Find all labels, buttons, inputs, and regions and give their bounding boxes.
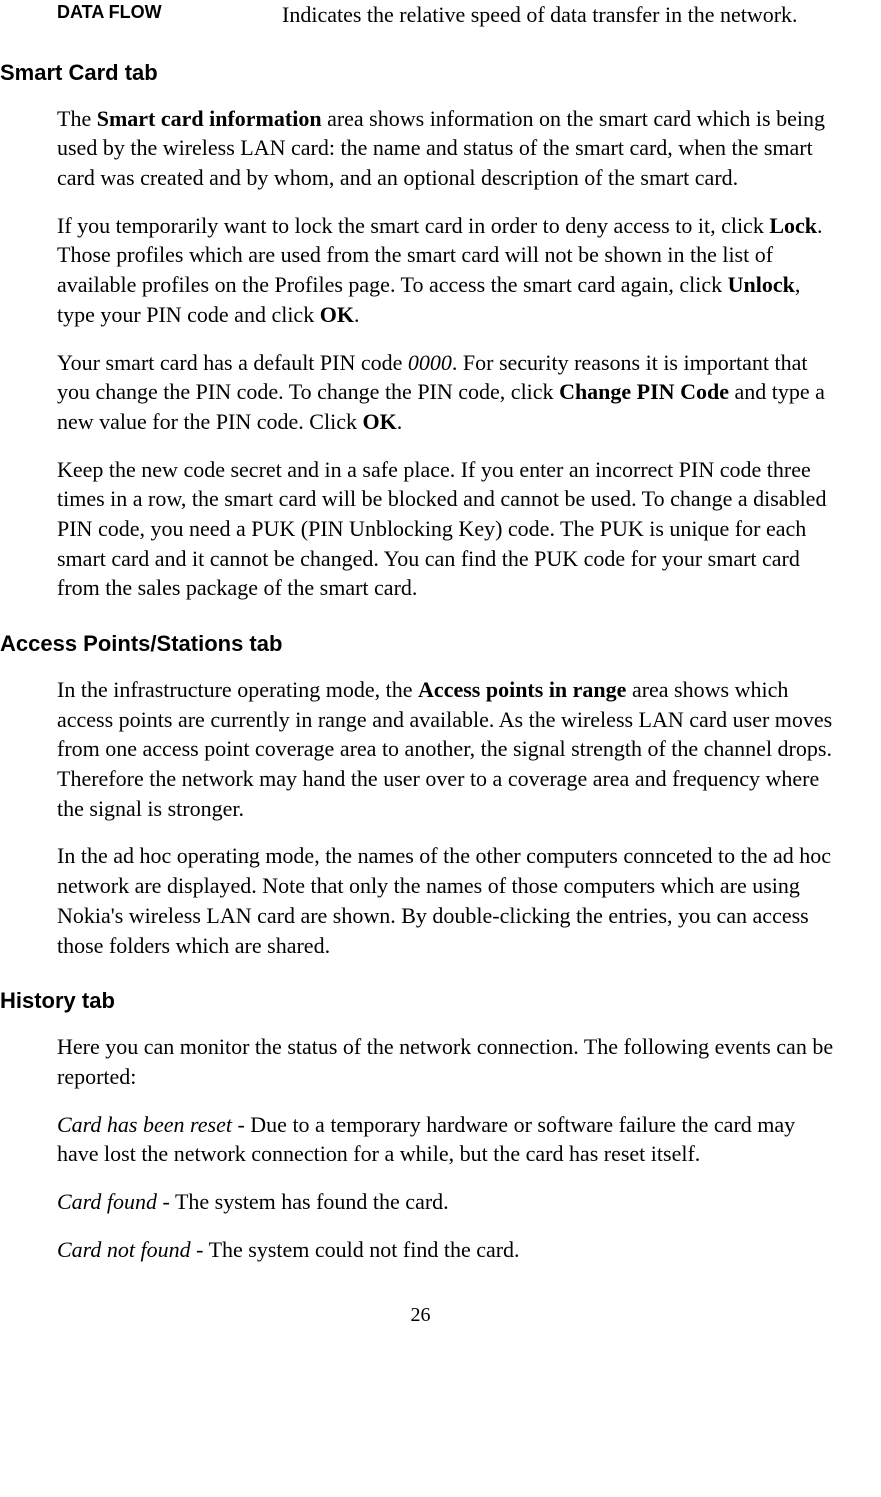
- text-fragment: Your smart card has a default PIN code: [57, 350, 408, 375]
- italic-card-reset: Card has been reset: [57, 1112, 232, 1137]
- bold-lock: Lock: [769, 213, 817, 238]
- text-fragment: If you temporarily want to lock the smar…: [57, 213, 769, 238]
- italic-pin-code: 0000: [408, 350, 452, 375]
- access-points-p2: In the ad hoc operating mode, the names …: [0, 841, 841, 960]
- history-event-1: Card has been reset - Due to a temporary…: [0, 1110, 841, 1169]
- smart-card-p3: Your smart card has a default PIN code 0…: [0, 348, 841, 437]
- bold-access-points-range: Access points in range: [418, 677, 626, 702]
- text-fragment: - The system could not find the card.: [191, 1237, 520, 1262]
- italic-card-not-found: Card not found: [57, 1237, 191, 1262]
- access-points-heading: Access Points/Stations tab: [0, 631, 841, 657]
- bold-smart-card-info: Smart card information: [97, 106, 322, 131]
- smart-card-p2: If you temporarily want to lock the smar…: [0, 211, 841, 330]
- bold-ok: OK: [320, 302, 354, 327]
- text-fragment: .: [354, 302, 360, 327]
- text-fragment: .: [397, 409, 403, 434]
- text-fragment: The: [57, 106, 97, 131]
- bold-unlock: Unlock: [728, 272, 795, 297]
- italic-card-found: Card found: [57, 1189, 157, 1214]
- history-event-3: Card not found - The system could not fi…: [0, 1235, 841, 1265]
- history-heading: History tab: [0, 988, 841, 1014]
- smart-card-p4: Keep the new code secret and in a safe p…: [0, 455, 841, 603]
- smart-card-p1: The Smart card information area shows in…: [0, 104, 841, 193]
- page-number: 26: [0, 1304, 841, 1327]
- history-event-2: Card found - The system has found the ca…: [0, 1187, 841, 1217]
- history-p1: Here you can monitor the status of the n…: [0, 1032, 841, 1091]
- bold-ok: OK: [362, 409, 396, 434]
- data-flow-row: DATA FLOW Indicates the relative speed o…: [0, 0, 841, 30]
- text-fragment: In the infrastructure operating mode, th…: [57, 677, 418, 702]
- data-flow-label: DATA FLOW: [57, 0, 282, 30]
- bold-change-pin: Change PIN Code: [559, 379, 729, 404]
- access-points-p1: In the infrastructure operating mode, th…: [0, 675, 841, 823]
- data-flow-description: Indicates the relative speed of data tra…: [282, 0, 798, 30]
- smart-card-heading: Smart Card tab: [0, 60, 841, 86]
- text-fragment: - The system has found the card.: [157, 1189, 449, 1214]
